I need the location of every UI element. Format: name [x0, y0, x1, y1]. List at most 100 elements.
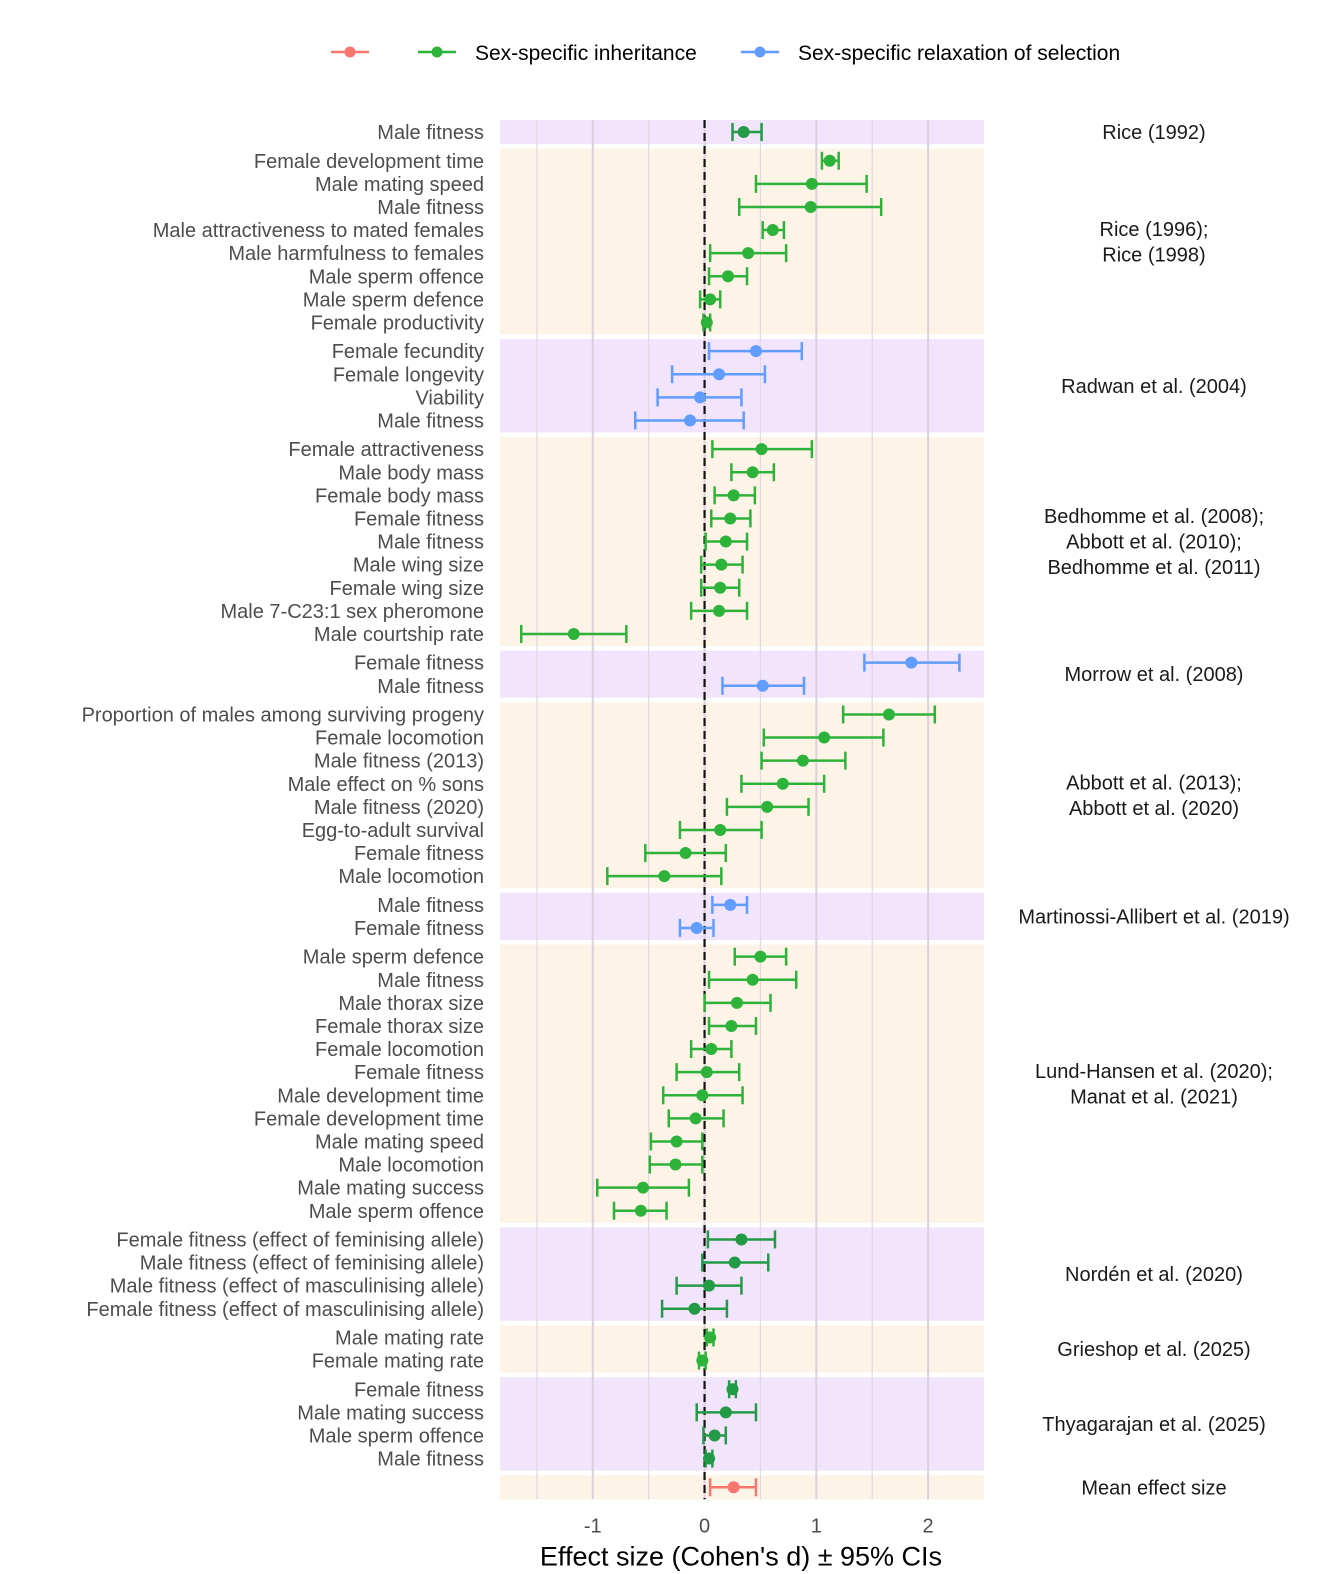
row-label: Female fitness [354, 918, 484, 940]
effect-point [704, 1331, 717, 1344]
row-label: Female attractiveness [288, 439, 484, 461]
effect-point [726, 1383, 739, 1396]
study-band [500, 892, 984, 940]
row-label: Female locomotion [315, 728, 484, 750]
row-label: Male mating rate [335, 1327, 484, 1349]
study-label: Abbott et al. (2010); [1066, 532, 1242, 554]
study-label: Morrow et al. (2008) [1065, 664, 1244, 686]
effect-point [679, 847, 692, 860]
row-label: Male body mass [338, 462, 484, 484]
x-tick-label: 0 [699, 1515, 710, 1537]
effect-point [776, 777, 789, 790]
row-label: Male sperm offence [309, 1425, 484, 1447]
legend-label: Sex-specific relaxation of selection [798, 42, 1120, 65]
effect-point [690, 921, 703, 934]
effect-point [823, 154, 836, 167]
row-label: Female fitness (effect of feminising all… [116, 1229, 484, 1251]
effect-point [713, 604, 726, 617]
row-label: Female fitness [354, 843, 484, 865]
row-label: Female mating rate [312, 1351, 484, 1373]
effect-point [669, 1158, 682, 1171]
row-label: Male effect on % sons [288, 774, 484, 796]
effect-point [719, 535, 732, 548]
study-label: Rice (1996); [1100, 219, 1209, 241]
effect-point [730, 996, 743, 1009]
row-label: Male fitness (effect of feminising allel… [140, 1253, 484, 1275]
row-label: Male sperm offence [309, 1201, 484, 1223]
row-label: Male fitness (effect of masculinising al… [110, 1276, 484, 1298]
row-label: Male sperm offence [309, 266, 484, 288]
study-label: Radwan et al. (2004) [1061, 376, 1247, 398]
row-label: Male harmfulness to females [228, 243, 484, 265]
study-band [500, 702, 984, 889]
x-tick-label: 2 [923, 1515, 934, 1537]
row-label: Male mating success [297, 1178, 484, 1200]
effect-point [714, 581, 727, 594]
study-band [500, 1377, 984, 1471]
row-label: Female development time [254, 151, 484, 173]
effect-point [737, 126, 750, 139]
study-label: Bedhomme et al. (2011) [1047, 557, 1260, 579]
effect-point [567, 627, 580, 640]
legend: Sex-specific inheritance Sex-specific rel… [331, 42, 1120, 65]
row-label: Female fitness [354, 508, 484, 530]
effect-point [756, 679, 769, 692]
effect-point [703, 1279, 716, 1292]
effect-point [696, 1089, 709, 1102]
row-label: Male courtship rate [314, 624, 484, 646]
effect-point [658, 870, 671, 883]
legend-key-point [431, 46, 443, 58]
effect-marks [519, 123, 961, 1497]
row-label: Female body mass [315, 485, 484, 507]
effect-point [905, 656, 918, 669]
effect-point [715, 558, 728, 571]
study-label: Abbott et al. (2020) [1069, 798, 1239, 820]
row-label: Female fecundity [332, 341, 484, 363]
row-label: Female fitness [354, 1379, 484, 1401]
effect-point [882, 708, 895, 721]
study-band [500, 148, 984, 335]
study-label: Nordén et al. (2020) [1065, 1264, 1243, 1286]
row-label: Male fitness [377, 122, 484, 144]
row-label: Egg-to-adult survival [302, 820, 484, 842]
effect-point [818, 731, 831, 744]
row-label: Male locomotion [338, 866, 484, 888]
effect-point [725, 1019, 738, 1032]
row-label: Male fitness (2013) [314, 751, 484, 773]
effect-point [670, 1135, 683, 1148]
row-label: Male locomotion [338, 1155, 484, 1177]
effect-point [696, 1354, 709, 1367]
row-label: Male mating speed [315, 1131, 484, 1153]
effect-point [804, 200, 817, 213]
effect-point [700, 1066, 713, 1079]
effect-point [746, 466, 759, 479]
row-label: Male fitness [377, 676, 484, 698]
study-label: Mean effect size [1081, 1477, 1226, 1499]
effect-point [724, 512, 737, 525]
x-tick-label: -1 [584, 1515, 602, 1537]
row-label: Viability [415, 387, 484, 409]
x-axis: Effect size (Cohen's d) ± 95% CIs -1 0 1 2 [540, 1515, 942, 1571]
row-label: Female fitness [354, 1062, 484, 1084]
legend-label: Sex-specific inheritance [475, 42, 697, 65]
effect-point [722, 270, 735, 283]
effect-point [708, 1429, 721, 1442]
study-band [500, 1325, 984, 1373]
row-label: Male attractiveness to mated females [153, 220, 484, 242]
effect-point [749, 345, 762, 358]
effect-point [742, 247, 755, 260]
legend-key-point [344, 46, 356, 58]
effect-point [719, 1406, 732, 1419]
effect-point [634, 1204, 647, 1217]
study-label: Thyagarajan et al. (2025) [1042, 1414, 1265, 1436]
effect-point [703, 1452, 716, 1465]
effect-point [705, 1043, 718, 1056]
effect-point [694, 391, 707, 404]
effect-point [727, 1481, 740, 1494]
study-label: Rice (1998) [1102, 244, 1205, 266]
x-axis-label: Effect size (Cohen's d) ± 95% CIs [540, 1541, 942, 1571]
row-label: Male mating speed [315, 174, 484, 196]
effect-point [728, 1256, 741, 1269]
row-label: Male wing size [353, 555, 484, 577]
row-label: Male fitness [377, 1449, 484, 1471]
